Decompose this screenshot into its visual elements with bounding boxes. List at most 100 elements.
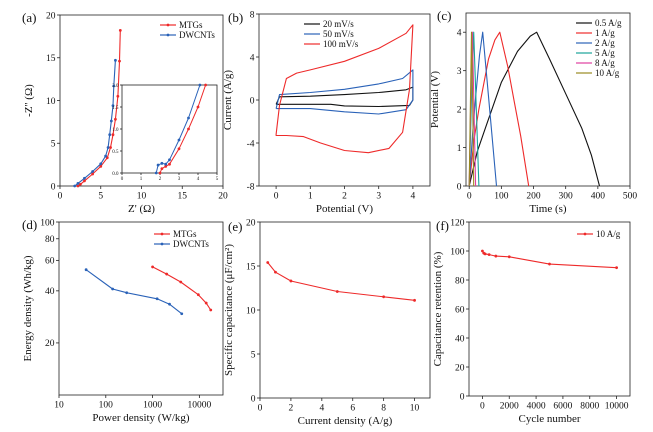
data-point <box>168 162 171 166</box>
x-tick-label: 0 <box>480 402 485 412</box>
x-tick-label: 100 <box>494 192 509 202</box>
data-point <box>114 117 117 121</box>
y-axis-label: Specific capacitance (μF/cm²) <box>223 244 235 376</box>
y-tick-label: 120 <box>450 218 465 228</box>
x-tick-label: 20 <box>218 192 228 202</box>
y-tick-label: 2 <box>457 105 462 115</box>
x-tick-label: 8000 <box>580 402 599 412</box>
x-tick-label: 15 <box>178 192 188 202</box>
x-tick-label: 2000 <box>500 402 519 412</box>
legend-label: 8 A/g <box>595 58 615 68</box>
y-tick-label: -4 <box>247 139 255 149</box>
plot-frame <box>259 221 431 399</box>
data-point <box>204 83 208 87</box>
x-tick-label: 0 <box>274 192 279 202</box>
x-tick-label: 2 <box>289 404 294 414</box>
y-tick-label: 1 <box>457 144 462 154</box>
data-point <box>187 116 190 120</box>
data-point <box>164 165 168 168</box>
legend-marker <box>583 232 587 236</box>
panel-label: (a) <box>22 10 36 25</box>
data-point <box>118 28 122 32</box>
panel-label: (c) <box>437 8 451 23</box>
y-axis-label: Current (A/g) <box>222 70 234 131</box>
x-axis-label: Z' (Ω) <box>128 203 155 215</box>
legend-label: MTGs <box>173 229 197 239</box>
y-tick-label: 1.5 <box>112 106 119 111</box>
x-tick-label: 10000 <box>605 402 629 412</box>
data-point <box>91 172 94 176</box>
data-point <box>83 176 86 180</box>
legend-label: 10 A/g <box>595 68 620 78</box>
panel-label: (b) <box>228 10 243 25</box>
data-point <box>111 104 115 108</box>
x-tick-label: 10 <box>54 401 64 411</box>
panel-label: (e) <box>228 219 242 234</box>
x-tick-label: 10 <box>137 192 147 202</box>
legend-label: 2 A/g <box>595 38 615 48</box>
data-point <box>198 83 202 87</box>
y-tick-label: 20 <box>455 363 465 373</box>
data-point <box>156 163 160 167</box>
data-point <box>76 184 80 188</box>
data-point <box>116 94 120 98</box>
data-point <box>204 301 208 305</box>
x-tick-label: 0 <box>121 177 124 182</box>
y-tick-label: 80 <box>455 276 465 286</box>
data-point <box>111 287 115 291</box>
y-tick-label: 4 <box>250 53 255 63</box>
legend-marker <box>160 242 164 246</box>
legend-label: 50 mV/s <box>323 29 354 39</box>
series-line-100-mv-s <box>275 24 414 154</box>
data-point <box>73 184 77 188</box>
y-tick-label: 80 <box>45 235 55 245</box>
data-point <box>177 138 181 142</box>
data-point <box>548 262 551 266</box>
y-tick-label: 10 <box>46 97 56 107</box>
legend-label: 5 A/g <box>595 48 615 58</box>
data-point <box>168 302 171 306</box>
data-point <box>483 252 487 256</box>
y-tick-label: 2.0 <box>112 84 119 89</box>
x-tick-label: 5 <box>98 192 103 202</box>
x-tick-label: 0 <box>258 404 263 414</box>
x-tick-label: 2 <box>159 177 162 182</box>
data-point <box>155 297 159 301</box>
data-point <box>196 293 200 297</box>
y-tick-label: 0.0 <box>112 172 119 177</box>
series-line-dwcnts <box>85 269 183 315</box>
series-line-50-mv-s <box>275 69 414 115</box>
y-tick-label: 0 <box>250 96 255 106</box>
legend-label: 100 mV/s <box>323 39 359 49</box>
x-tick-label: 5 <box>216 177 219 182</box>
data-point <box>91 170 94 173</box>
x-axis-label: Power density (W/kg) <box>92 412 189 424</box>
x-tick-label: 1 <box>308 192 313 202</box>
x-axis-label: Cycle number <box>518 413 580 425</box>
y-tick-label: -8 <box>247 182 255 192</box>
y-tick-label: 8 <box>250 10 255 20</box>
series-line-mtgs <box>152 266 212 311</box>
legend-label: DWCNTs <box>173 239 209 249</box>
panel-label: (f) <box>436 218 449 233</box>
x-tick-label: 0 <box>58 192 63 202</box>
y-tick-label: 60 <box>45 257 55 267</box>
x-tick-label: 3 <box>178 177 181 182</box>
legend-label: 0.5 A/g <box>595 18 622 28</box>
y-axis-label: -Z'' (Ω) <box>23 84 35 117</box>
x-tick-label: 1000 <box>143 401 162 411</box>
y-tick-label: 4 <box>457 29 462 39</box>
x-axis-label: Current density (A/g) <box>298 415 393 427</box>
series-line-dwcnts <box>74 60 116 187</box>
series-line-0 <box>267 262 415 301</box>
data-point <box>289 279 293 283</box>
data-point <box>83 179 86 183</box>
y-tick-label: 1.0 <box>112 128 119 133</box>
data-point <box>187 127 190 131</box>
data-point <box>481 249 484 253</box>
data-point <box>382 295 386 299</box>
y-tick-label: 5 <box>251 350 256 360</box>
data-point <box>99 164 103 168</box>
legend-marker <box>160 232 164 236</box>
